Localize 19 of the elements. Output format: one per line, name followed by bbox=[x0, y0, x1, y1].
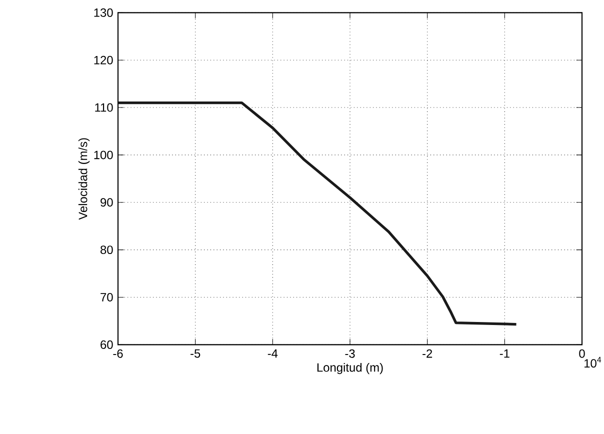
x-axis-title: Longitud (m) bbox=[317, 362, 383, 374]
y-tick-label: 100 bbox=[94, 150, 113, 160]
x-tick-label: -5 bbox=[190, 349, 200, 358]
y-tick-label: 60 bbox=[100, 340, 113, 349]
x-tick-label: -6 bbox=[113, 349, 123, 358]
y-tick-label: 90 bbox=[100, 198, 113, 207]
y-axis-title: Velocidad (m/s) bbox=[78, 138, 90, 220]
y-tick-label: 130 bbox=[94, 8, 113, 17]
y-tick-label: 70 bbox=[100, 293, 113, 302]
line-series bbox=[116, 101, 518, 326]
x-tick-label: 0 bbox=[579, 349, 585, 358]
y-tick-label: 120 bbox=[94, 56, 113, 64]
text: 10$^{4}$ bbox=[584, 356, 602, 368]
x-tick-label: -2 bbox=[422, 349, 432, 358]
y-tick-label: 80 bbox=[100, 246, 113, 254]
x-tick-label: -1 bbox=[500, 349, 510, 358]
x-tick-label: -3 bbox=[345, 349, 355, 358]
x-tick-label: -4 bbox=[268, 349, 278, 358]
y-tick-label: 110 bbox=[95, 103, 113, 112]
